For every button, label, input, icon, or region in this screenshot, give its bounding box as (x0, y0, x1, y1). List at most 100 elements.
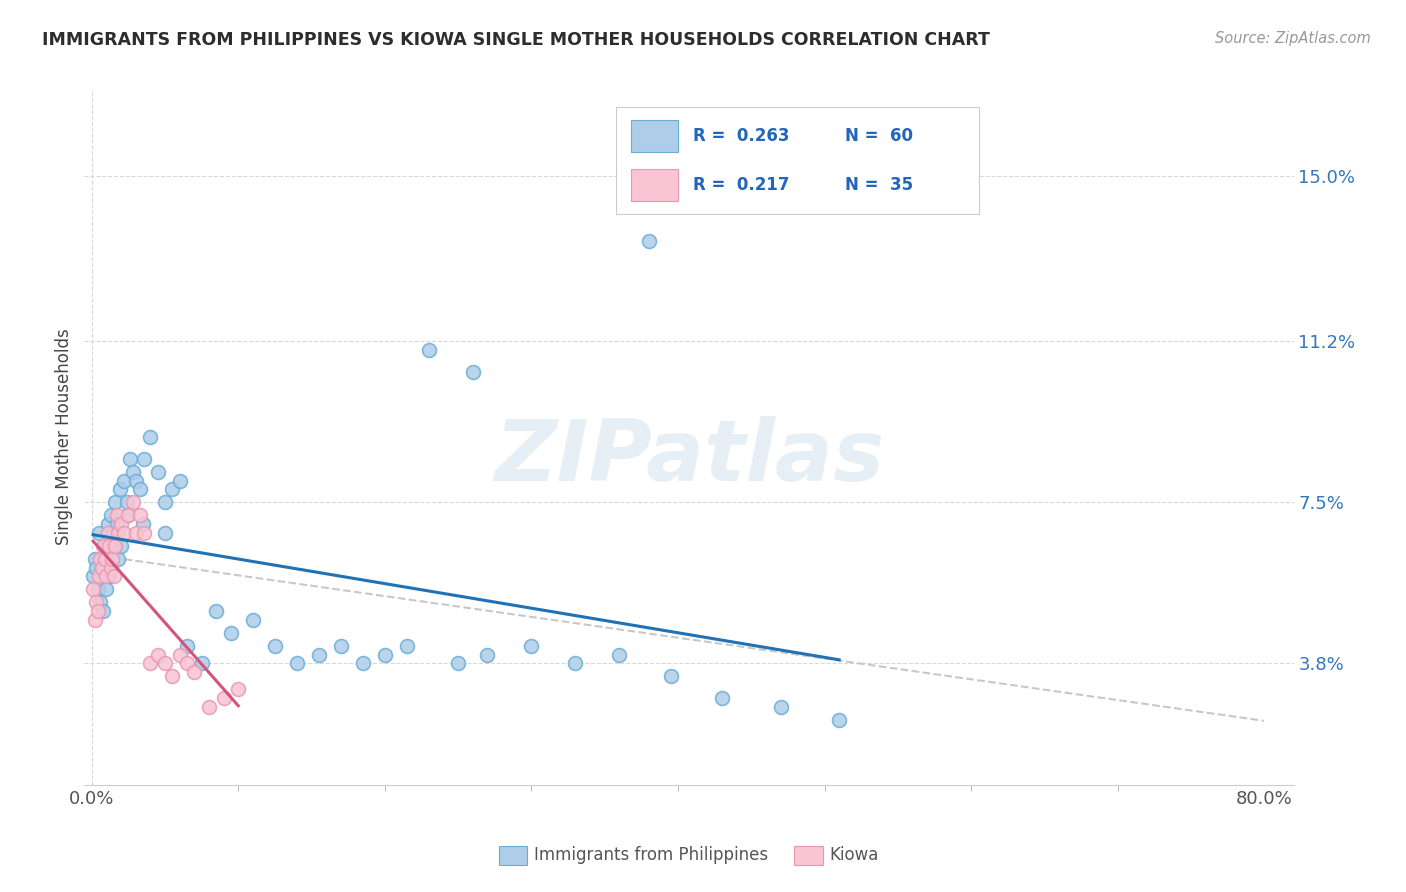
Point (115, 495, 138, 509)
Point (162, 669, 184, 683)
Y-axis label: Single Mother Households: Single Mother Households (55, 329, 73, 545)
Point (124, 525, 146, 540)
Point (124, 474, 146, 488)
Point (82, 569, 104, 583)
Point (190, 657, 212, 671)
Point (374, 648, 396, 662)
Point (103, 525, 125, 540)
Point (86, 582, 108, 597)
Point (98, 539, 121, 553)
Point (198, 699, 221, 714)
Point (82, 582, 104, 597)
Point (110, 539, 132, 553)
Point (205, 604, 228, 618)
Point (91, 560, 114, 574)
Point (153, 525, 176, 540)
Point (83, 613, 105, 627)
Point (89, 595, 111, 609)
Point (110, 516, 132, 531)
Point (107, 525, 129, 540)
Point (395, 639, 418, 653)
Point (117, 508, 139, 523)
Point (96, 582, 118, 597)
Point (153, 495, 176, 509)
Text: Immigrants from Philippines: Immigrants from Philippines (534, 847, 769, 864)
Point (100, 508, 122, 523)
Point (84, 595, 107, 609)
Point (461, 365, 484, 379)
Point (146, 648, 169, 662)
Text: Source: ZipAtlas.com: Source: ZipAtlas.com (1215, 31, 1371, 46)
Point (93, 539, 115, 553)
Point (129, 482, 152, 496)
Point (139, 430, 162, 444)
Point (132, 516, 155, 531)
Point (477, 648, 499, 662)
Point (564, 657, 586, 671)
Point (86, 604, 108, 618)
Point (105, 516, 128, 531)
Point (242, 613, 264, 627)
Point (93, 604, 115, 618)
Point (105, 508, 128, 523)
Point (134, 451, 156, 466)
Point (129, 508, 152, 523)
Point (100, 560, 122, 574)
Point (91, 560, 114, 574)
Text: IMMIGRANTS FROM PHILIPPINES VS KIOWA SINGLE MOTHER HOUSEHOLDS CORRELATION CHART: IMMIGRANTS FROM PHILIPPINES VS KIOWA SIN… (42, 31, 990, 49)
Point (710, 690, 733, 705)
Point (87, 569, 110, 583)
Point (828, 713, 851, 727)
Point (183, 665, 205, 679)
Point (176, 639, 198, 653)
Point (520, 639, 543, 653)
Point (112, 525, 135, 540)
Point (94, 551, 117, 566)
Point (108, 482, 131, 496)
Point (107, 551, 129, 566)
Point (169, 474, 191, 488)
Point (104, 539, 127, 553)
Point (97, 516, 120, 531)
Point (418, 343, 440, 357)
Point (146, 465, 169, 479)
Point (285, 657, 308, 671)
Point (226, 682, 249, 697)
Point (112, 474, 135, 488)
Point (101, 551, 124, 566)
Point (97, 525, 120, 540)
Point (637, 235, 659, 249)
Point (219, 625, 242, 640)
Point (121, 495, 143, 509)
Point (84, 560, 107, 574)
Point (96, 569, 118, 583)
Text: ZIPatlas: ZIPatlas (494, 417, 884, 500)
Point (117, 508, 139, 523)
Point (769, 699, 792, 714)
Point (162, 482, 184, 496)
Point (103, 539, 125, 553)
Point (169, 648, 191, 662)
Point (104, 495, 127, 509)
Point (94, 539, 117, 553)
Point (329, 639, 352, 653)
Point (134, 525, 156, 540)
Point (87, 525, 110, 540)
Point (352, 657, 374, 671)
Point (308, 648, 330, 662)
Point (101, 539, 124, 553)
Point (447, 657, 470, 671)
Point (103, 569, 125, 583)
Point (98, 569, 121, 583)
Point (212, 690, 235, 705)
Point (659, 669, 682, 683)
Point (153, 657, 176, 671)
Point (607, 648, 630, 662)
Point (83, 551, 105, 566)
Point (139, 657, 162, 671)
Point (264, 639, 287, 653)
Point (118, 451, 141, 466)
Point (89, 551, 111, 566)
Text: Kiowa: Kiowa (830, 847, 879, 864)
Point (176, 657, 198, 671)
